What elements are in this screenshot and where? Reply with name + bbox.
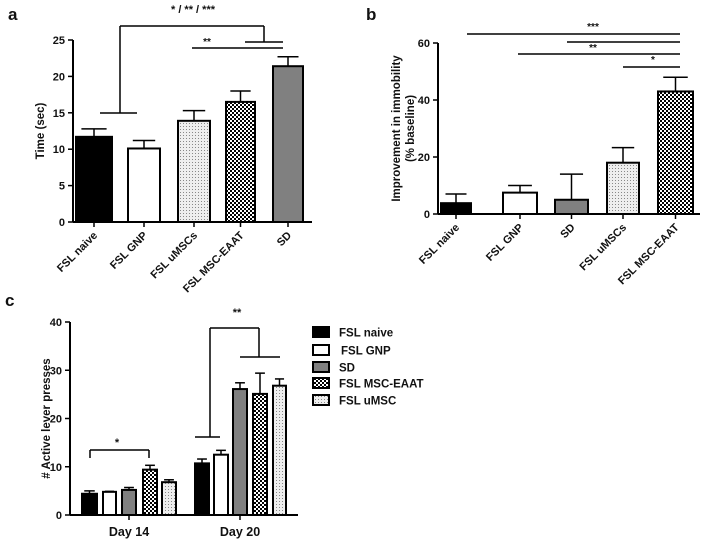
legend-label: FSL uMSC: [339, 396, 396, 408]
bar: [252, 392, 268, 516]
panel-label: c: [5, 291, 14, 310]
legend-swatch: [312, 326, 330, 338]
y-tick-label: 30: [50, 365, 62, 377]
legend-label: FSL MSC-EAAT: [339, 379, 424, 391]
y-tick-label: 5: [59, 181, 65, 193]
legend-swatch: [312, 344, 330, 356]
bar: [213, 453, 229, 516]
legend: FSL naive FSL GNP SD FSL MSC-EAAT FSL uMSC: [312, 326, 424, 408]
y-tick-label: 40: [418, 95, 430, 107]
bar: [232, 388, 248, 517]
bar: [177, 119, 211, 223]
x-tick-label: Day 20: [220, 525, 260, 539]
y-tick-label: 20: [418, 152, 430, 164]
y-axis-label: # Active lever presses: [41, 358, 53, 478]
y-tick-label: 10: [53, 144, 65, 156]
x-tick-label: FSL naive: [417, 222, 462, 267]
bar: [121, 488, 137, 517]
y-tick-label: 60: [418, 38, 430, 50]
significance-label: ***: [587, 22, 599, 33]
bar: [127, 147, 161, 223]
legend-item: FSL uMSC: [312, 394, 396, 408]
y-tick-label: 0: [424, 209, 430, 221]
x-tick-label: FSL uMSCs: [149, 230, 201, 282]
y-tick-label: 25: [53, 35, 65, 47]
x-tick-label: FSL GNP: [108, 230, 150, 272]
y-tick-label: 0: [56, 510, 62, 522]
legend-label: FSL GNP: [341, 346, 391, 358]
y-tick-label: 40: [50, 317, 62, 329]
legend-label: FSL naive: [339, 328, 393, 340]
bar: [142, 468, 158, 516]
bar: [194, 462, 210, 516]
y-tick-label: 10: [50, 462, 62, 474]
legend-swatch: [312, 377, 330, 389]
bar: [225, 100, 256, 223]
bar: [440, 202, 472, 215]
y-tick-label: 20: [50, 414, 62, 426]
significance-label: **: [589, 43, 597, 54]
x-tick-label: FSL GNP: [484, 222, 526, 264]
bar: [81, 492, 98, 516]
y-axis-label: Improvement in immobility: [391, 55, 403, 202]
legend-swatch: [312, 361, 330, 373]
legend-item: FSL GNP: [312, 344, 391, 358]
panel-label: b: [366, 5, 376, 24]
y-tick-label: 15: [53, 108, 65, 120]
bar: [75, 135, 113, 224]
significance-label: **: [203, 37, 211, 48]
bar: [272, 384, 287, 516]
significance-label: * / ** / ***: [171, 4, 216, 16]
legend-item: FSL MSC-EAAT: [312, 377, 424, 391]
significance-label: **: [233, 307, 242, 319]
y-axis-label: Time (sec): [35, 102, 47, 159]
y-tick-label: 20: [53, 71, 65, 83]
legend-label: SD: [339, 363, 355, 375]
panel-c: c 0 10 20 30 40 # Active lever presses Day 14 Da…: [5, 291, 424, 539]
bar: [657, 90, 694, 215]
x-tick-label: Day 14: [109, 525, 149, 539]
panel-label: a: [8, 5, 18, 24]
legend-item: SD: [312, 361, 355, 375]
bar: [161, 481, 177, 517]
legend-item: FSL naive: [312, 326, 393, 340]
bar: [606, 161, 640, 215]
significance-label: *: [651, 55, 655, 66]
x-tick-label: SD: [558, 222, 577, 241]
panel-b: b 0 20 40 60 Improvement in immobility (% base…: [366, 5, 700, 287]
bar: [554, 198, 589, 215]
significance-label: *: [115, 437, 120, 449]
bar: [502, 191, 538, 215]
x-tick-label: SD: [275, 230, 294, 249]
x-tick-label: FSL uMSCs: [578, 222, 630, 274]
y-tick-label: 0: [59, 217, 65, 229]
bar: [102, 490, 117, 516]
panel-a: a 0 5 10 15 20 25 Time (sec) FSL naive FSL GNPFSL…: [8, 4, 312, 295]
legend-swatch: [312, 394, 330, 406]
y-axis-label-2: (% baseline): [405, 95, 417, 162]
x-tick-label: FSL naive: [55, 230, 100, 275]
bar: [272, 65, 304, 224]
